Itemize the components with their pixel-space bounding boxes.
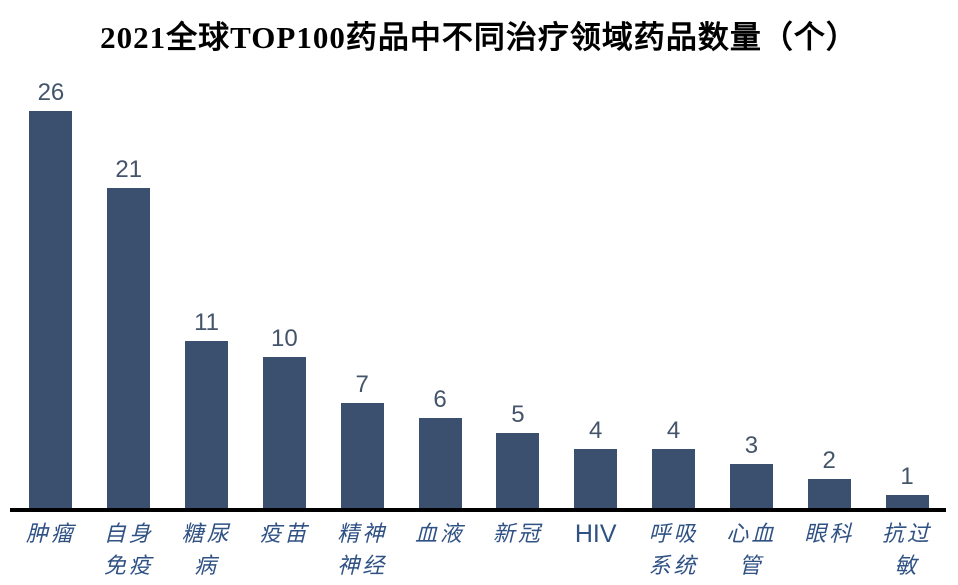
category-label-line: 自身 [103,521,154,546]
category-label: 呼吸 系统 [635,518,713,582]
category-label-line: 新冠 [492,521,543,546]
bar [418,418,462,510]
bar [729,464,773,510]
bar-value-label: 5 [511,400,525,428]
category-label-line: 敏 [894,553,920,578]
category-label-line: 病 [194,553,220,578]
category-label: 眼科 [790,518,868,550]
bar [107,188,151,510]
bar [340,403,384,510]
category-label-line: 心血 [726,521,777,546]
bar-value-label: 10 [271,324,298,352]
bar-slot: 6 [401,385,479,510]
bar [496,433,540,510]
bar [262,357,306,510]
x-axis-category-labels: 肿瘤 自身免疫 糖尿病 疫苗 精神神经 血液 新冠 HIV 呼吸系统 心血管 眼… [12,518,946,582]
category-label: 糖尿病 [168,518,246,582]
bar-slot: 21 [90,155,168,510]
bar-slot: 2 [790,446,868,510]
bar-value-label: 7 [355,370,369,398]
bar-slot: 3 [712,431,790,510]
bar-slot: 4 [635,416,713,510]
category-label: 疫苗 [245,518,323,550]
bar-slot: 1 [868,462,946,510]
category-label: 血液 [401,518,479,550]
category-label-line: 系统 [648,553,699,578]
x-axis-line [10,508,946,512]
bar-slot: 4 [557,416,635,510]
chart-title: 2021全球TOP100药品中不同治疗领域药品数量（个） [100,20,858,55]
category-label-line: 免疫 [103,553,154,578]
bar-slot: 10 [245,324,323,510]
category-label-line: 精神 [337,521,388,546]
bar-slot: 11 [168,308,246,510]
category-label-line: 抗过 [882,521,933,546]
category-label: 抗过敏 [868,518,946,582]
category-label-line: 神经 [337,553,388,578]
category-label-line: 疫苗 [259,521,310,546]
category-label-line: 糖尿 [181,521,232,546]
bar [185,341,229,510]
bar-value-label: 4 [666,416,681,444]
bar [807,479,851,510]
bar [885,495,929,510]
category-label-line: 呼吸 [648,521,699,546]
category-label-line: HIV [574,520,617,548]
bar-value-label: 21 [115,155,143,183]
category-label-line: 血液 [415,521,466,546]
category-label: 新冠 [479,518,557,550]
bar-chart-plot-area: 26 21 11 10 7 6 5 4 4 3 2 [12,65,946,510]
bar-slot: 26 [12,78,90,510]
bar-value-label: 6 [433,385,447,413]
bar-slot: 7 [323,370,401,510]
category-label: 心血管 [712,518,790,582]
category-label: 自身 免疫 [90,518,168,582]
bar-value-label: 11 [194,308,220,336]
bar-value-label: 26 [37,78,65,106]
bar [29,111,73,510]
category-label: HIV [557,518,635,550]
bar-slot: 5 [479,400,557,510]
category-label: 肿瘤 [12,518,90,550]
bar-value-label: 1 [900,462,914,490]
bar-value-label: 3 [744,431,759,459]
category-label: 精神 神经 [323,518,401,582]
category-label-line: 肿瘤 [25,521,76,546]
category-label-line: 眼科 [804,521,855,546]
category-label-line: 管 [738,553,764,578]
bar-value-label: 4 [589,416,603,444]
bar-value-label: 2 [822,446,836,474]
bar [652,449,696,510]
bar [574,449,618,510]
